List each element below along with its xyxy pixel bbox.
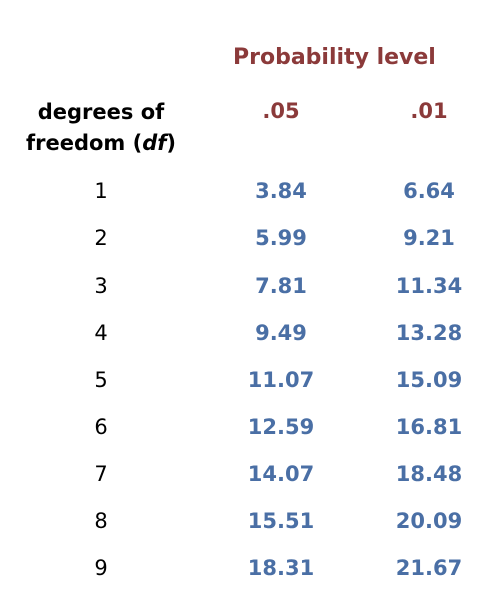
table-row: 5 11.07 15.09 — [0, 368, 504, 398]
df-cell: 7 — [94, 462, 108, 486]
table-row: 8 15.51 20.09 — [0, 509, 504, 539]
value-05-cell: 3.84 — [255, 179, 307, 203]
value-01-cell: 11.34 — [395, 274, 463, 298]
df-cell: 5 — [94, 368, 108, 392]
probability-level-heading: Probability level — [233, 45, 436, 70]
df-heading-line2-prefix: freedom ( — [25, 131, 143, 155]
table-row: 4 9.49 13.28 — [0, 321, 504, 351]
table-row: 1 3.84 6.64 — [0, 179, 504, 209]
value-05-cell: 18.31 — [247, 556, 315, 580]
table-row: 7 14.07 18.48 — [0, 462, 504, 492]
degrees-of-freedom-heading: degrees of freedom (df) — [6, 97, 196, 159]
value-05-cell: 14.07 — [247, 462, 315, 486]
df-cell: 2 — [94, 226, 108, 250]
table-row: 6 12.59 16.81 — [0, 415, 504, 445]
value-01-cell: 16.81 — [395, 415, 463, 439]
value-05-cell: 15.51 — [247, 509, 315, 533]
table-row: 2 5.99 9.21 — [0, 226, 504, 256]
df-cell: 1 — [94, 179, 108, 203]
value-05-cell: 5.99 — [255, 226, 307, 250]
value-05-cell: 7.81 — [255, 274, 307, 298]
df-heading-line1: degrees of — [37, 100, 165, 124]
df-heading-line2-suffix: ) — [166, 131, 176, 155]
table-row: 3 7.81 11.34 — [0, 274, 504, 304]
value-05-cell: 12.59 — [247, 415, 315, 439]
df-cell: 9 — [94, 556, 108, 580]
value-01-cell: 20.09 — [395, 509, 463, 533]
value-01-cell: 21.67 — [395, 556, 463, 580]
table-row: 9 18.31 21.67 — [0, 556, 504, 586]
df-cell: 4 — [94, 321, 108, 345]
value-01-cell: 18.48 — [395, 462, 463, 486]
column-heading-01: .01 — [410, 99, 448, 123]
column-heading-05: .05 — [262, 99, 300, 123]
value-01-cell: 6.64 — [403, 179, 455, 203]
value-01-cell: 9.21 — [403, 226, 455, 250]
value-01-cell: 15.09 — [395, 368, 463, 392]
df-cell: 8 — [94, 509, 108, 533]
value-05-cell: 9.49 — [255, 321, 307, 345]
df-cell: 3 — [94, 274, 108, 298]
df-cell: 6 — [94, 415, 108, 439]
df-heading-line2-italic: df — [142, 131, 167, 155]
value-05-cell: 11.07 — [247, 368, 315, 392]
value-01-cell: 13.28 — [395, 321, 463, 345]
